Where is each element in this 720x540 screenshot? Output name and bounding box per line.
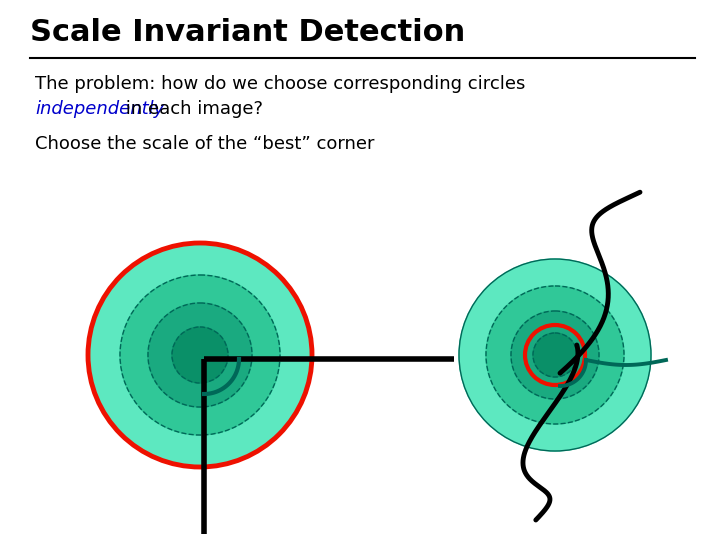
Circle shape xyxy=(120,275,280,435)
Circle shape xyxy=(172,327,228,383)
Circle shape xyxy=(148,303,252,407)
Text: in each image?: in each image? xyxy=(120,100,263,118)
Text: The problem: how do we choose corresponding circles: The problem: how do we choose correspond… xyxy=(35,75,526,93)
Circle shape xyxy=(88,243,312,467)
Circle shape xyxy=(459,259,651,451)
Text: independently: independently xyxy=(35,100,164,118)
Text: Scale Invariant Detection: Scale Invariant Detection xyxy=(30,18,465,47)
Circle shape xyxy=(511,311,599,399)
Circle shape xyxy=(533,333,577,377)
Circle shape xyxy=(486,286,624,424)
Text: Choose the scale of the “best” corner: Choose the scale of the “best” corner xyxy=(35,135,374,153)
